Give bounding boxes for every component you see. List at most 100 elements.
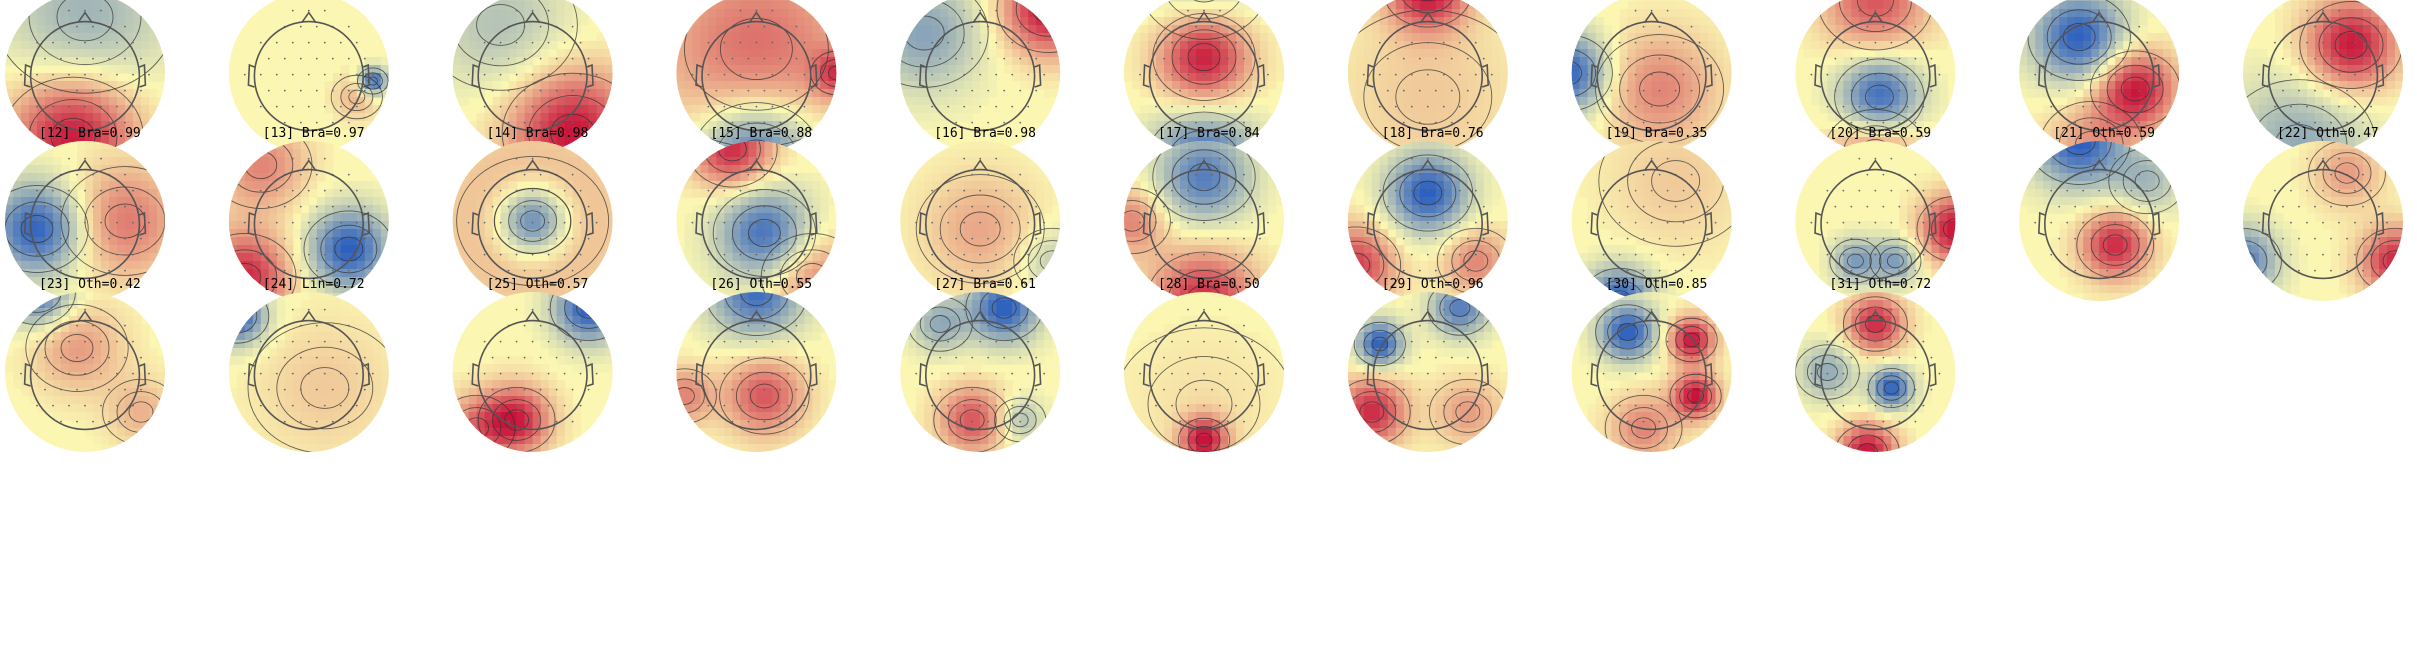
component-title: [17] Bra=0.84 — [1158, 126, 1260, 141]
head-outline — [1814, 11, 1937, 132]
head-outline — [2261, 159, 2385, 280]
topomap-component: [20] Bra=0.59 — [1795, 126, 1956, 301]
component-title: [13] Bra=0.97 — [263, 126, 365, 141]
head-outline — [2261, 11, 2385, 132]
topomap-component: [28] Bra=0.50 — [1124, 277, 1284, 452]
sensor-markers — [2258, 157, 2388, 272]
topomap-component: [12] Bra=0.99 — [5, 126, 165, 301]
head-outline — [918, 159, 1042, 280]
topomap-component: [30] Oth=0.85 — [1571, 277, 1732, 452]
topomap-component: [10] Bra=1.00 — [2019, 0, 2180, 153]
sensor-markers — [1586, 157, 1717, 272]
sensor-markers — [915, 9, 1046, 124]
sensor-markers — [691, 308, 822, 423]
scalp-field-map — [1795, 141, 1956, 301]
head-outline — [1814, 310, 1937, 431]
scalp-field-map — [228, 141, 389, 301]
component-title: [29] Oth=0.96 — [1382, 277, 1484, 292]
sensor-markers — [1362, 9, 1493, 124]
head-outline — [247, 159, 371, 280]
head-outline — [1814, 159, 1937, 280]
sensor-markers — [2034, 9, 2165, 124]
sensor-markers — [243, 157, 374, 272]
scalp-field-map — [900, 141, 1061, 301]
component-title: [21] Oth=0.59 — [2053, 126, 2155, 141]
topomap-component: [17] Bra=0.84 — [1124, 126, 1284, 301]
topomap-component: [31] Oth=0.72 — [1795, 277, 1956, 452]
head-outline — [1142, 11, 1266, 132]
topomap-component: [26] Oth=0.55 — [676, 277, 837, 452]
head-outline — [918, 310, 1042, 431]
sensor-markers — [1362, 157, 1493, 272]
sensor-markers — [2034, 157, 2165, 272]
topomap-component: [19] Bra=0.35 — [1571, 126, 1732, 301]
scalp-field-map — [2019, 0, 2180, 153]
component-title: [22] Oth=0.47 — [2277, 126, 2379, 141]
component-title: [30] Oth=0.85 — [1606, 277, 1708, 292]
topomap-component: [01] Bra=1.00 — [5, 0, 165, 153]
head-outline — [1590, 159, 1713, 280]
scalp-field-map — [228, 292, 389, 452]
head-outline — [471, 310, 594, 431]
component-title: [24] Lin=0.72 — [263, 277, 365, 292]
topomap-component: [16] Bra=0.98 — [900, 126, 1061, 301]
head-outline — [1366, 310, 1490, 431]
topomap-component: [22] Oth=0.47 — [2243, 126, 2403, 301]
head-outline — [1590, 310, 1713, 431]
head-outline — [1366, 159, 1490, 280]
topomap-component: [29] Oth=0.96 — [1347, 277, 1508, 452]
topomap-component: [06] Bra=0.99 — [1124, 0, 1284, 153]
scalp-field-map — [1571, 141, 1732, 301]
scalp-field-map — [1124, 0, 1284, 153]
sensor-markers — [20, 157, 150, 272]
topomap-component: [23] Oth=0.42 — [5, 277, 165, 452]
topomap-component: [14] Bra=0.98 — [452, 126, 613, 301]
topomap-component: [15] Bra=0.88 — [676, 126, 837, 301]
head-outline — [23, 310, 147, 431]
scalp-field-map — [2019, 141, 2180, 301]
head-outline — [1366, 11, 1490, 132]
head-outline — [918, 11, 1042, 132]
scalp-field-map — [1347, 292, 1508, 452]
sensor-markers — [915, 308, 1046, 423]
topomap-component: [21] Oth=0.59 — [2019, 126, 2180, 301]
head-outline — [247, 11, 371, 132]
scalp-field-map — [1571, 292, 1732, 452]
scalp-field-map — [452, 0, 613, 153]
head-outline — [1142, 159, 1266, 280]
scalp-field-map — [900, 292, 1061, 452]
component-title: [16] Bra=0.98 — [934, 126, 1036, 141]
head-outline — [1142, 310, 1266, 431]
topomap-component: [07] Eye=0.77 — [1347, 0, 1508, 153]
head-outline — [695, 11, 818, 132]
scalp-field-map — [1124, 141, 1284, 301]
sensor-markers — [1586, 308, 1717, 423]
topomap-component: [05] Lin=0.50 — [900, 0, 1061, 153]
head-outline — [695, 310, 818, 431]
component-title: [27] Bra=0.61 — [934, 277, 1036, 292]
scalp-field-map — [900, 0, 1061, 153]
sensor-markers — [20, 9, 150, 124]
head-outline — [23, 11, 147, 132]
head-outline — [247, 310, 371, 431]
topomap-component: [13] Bra=0.97 — [228, 126, 389, 301]
head-outline — [2037, 159, 2161, 280]
scalp-field-map — [1571, 0, 1732, 153]
sensor-markers — [467, 308, 598, 423]
scalp-field-map — [5, 141, 165, 301]
head-outline — [471, 11, 594, 132]
topomap-component: [24] Lin=0.72 — [228, 277, 389, 452]
topomap-component: [25] Oth=0.57 — [452, 277, 613, 452]
component-title: [28] Bra=0.50 — [1158, 277, 1260, 292]
component-title: [19] Bra=0.35 — [1606, 126, 1708, 141]
head-outline — [23, 159, 147, 280]
component-title: [23] Oth=0.42 — [39, 277, 141, 292]
sensor-markers — [243, 308, 374, 423]
component-title: [20] Bra=0.59 — [1829, 126, 1931, 141]
component-title: [15] Bra=0.88 — [710, 126, 812, 141]
head-outline — [471, 159, 594, 280]
sensor-markers — [1810, 157, 1941, 272]
scalp-field-map — [452, 292, 613, 452]
component-title: [18] Bra=0.76 — [1382, 126, 1484, 141]
